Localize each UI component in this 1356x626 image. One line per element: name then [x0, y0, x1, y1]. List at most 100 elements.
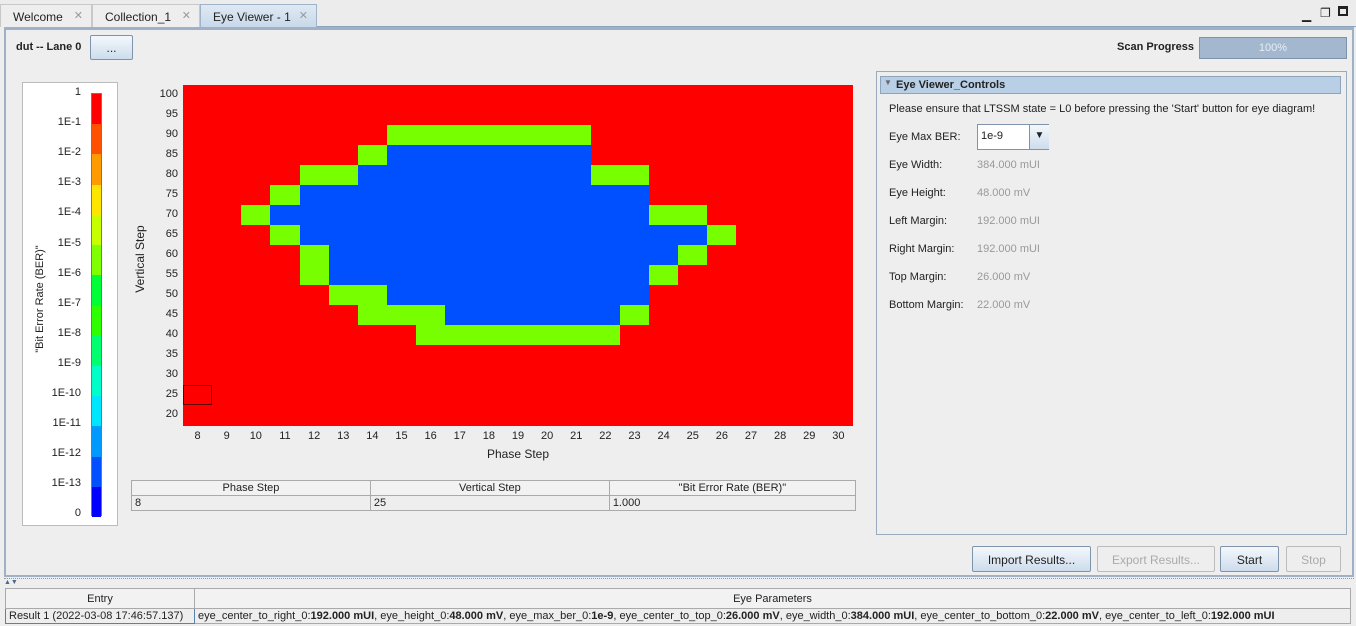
heatmap-cell[interactable] [707, 285, 737, 306]
heatmap-cell[interactable] [328, 405, 359, 426]
heatmap-cell[interactable] [445, 145, 475, 166]
heatmap-cell[interactable] [678, 405, 708, 426]
heatmap-cell[interactable] [386, 405, 417, 426]
heatmap-cell[interactable] [649, 325, 679, 346]
heatmap-cell[interactable] [794, 285, 825, 306]
heatmap-cell[interactable] [357, 345, 388, 366]
heatmap-cell[interactable] [736, 185, 767, 206]
heatmap-cell[interactable] [416, 205, 446, 226]
heatmap-cell[interactable] [765, 285, 796, 306]
heatmap-cell[interactable] [561, 305, 592, 326]
heatmap-cell[interactable] [678, 385, 708, 406]
heatmap-cell[interactable] [707, 105, 737, 126]
heatmap-cell[interactable] [532, 405, 563, 426]
heatmap-cell[interactable] [241, 385, 271, 406]
heatmap-cell[interactable] [619, 405, 650, 426]
heatmap-cell[interactable] [678, 125, 708, 146]
heatmap-cell[interactable] [619, 245, 650, 266]
heatmap-cell[interactable] [386, 125, 417, 146]
heatmap-cell[interactable] [736, 385, 767, 406]
eye-heatmap[interactable] [183, 85, 854, 426]
heatmap-cell[interactable] [357, 165, 388, 186]
heatmap-cell[interactable] [416, 265, 446, 286]
heatmap-cell[interactable] [241, 85, 271, 106]
heatmap-cell[interactable] [678, 245, 708, 266]
heatmap-cell[interactable] [183, 85, 213, 106]
heatmap-cell[interactable] [823, 345, 854, 366]
heatmap-cell[interactable] [357, 125, 388, 146]
heatmap-cell[interactable] [241, 265, 271, 286]
heatmap-cell[interactable] [707, 205, 737, 226]
heatmap-cell[interactable] [590, 345, 621, 366]
heatmap-cell[interactable] [590, 165, 621, 186]
heatmap-cell[interactable] [299, 205, 330, 226]
heatmap-cell[interactable] [503, 125, 534, 146]
heatmap-cell[interactable] [183, 365, 213, 386]
heatmap-cell[interactable] [736, 145, 767, 166]
heatmap-cell[interactable] [416, 105, 446, 126]
heatmap-cell[interactable] [794, 85, 825, 106]
heatmap-cell[interactable] [678, 165, 708, 186]
heatmap-cell[interactable] [270, 245, 301, 266]
heatmap-cell[interactable] [765, 365, 796, 386]
heatmap-cell[interactable] [299, 245, 330, 266]
heatmap-cell[interactable] [649, 225, 679, 246]
heatmap-cell[interactable] [736, 125, 767, 146]
heatmap-cell[interactable] [765, 305, 796, 326]
heatmap-cell[interactable] [416, 245, 446, 266]
heatmap-cell[interactable] [183, 305, 213, 326]
heatmap-cell[interactable] [183, 185, 213, 206]
heatmap-cell[interactable] [532, 325, 563, 346]
heatmap-cell[interactable] [328, 345, 359, 366]
heatmap-cell[interactable] [212, 345, 242, 366]
heatmap-cell[interactable] [619, 145, 650, 166]
heatmap-cell[interactable] [328, 165, 359, 186]
tab-welcome[interactable]: Welcome ✕ [0, 4, 92, 27]
heatmap-cell[interactable] [474, 345, 504, 366]
heatmap-cell[interactable] [503, 165, 534, 186]
restore-icon[interactable]: ❐ [1320, 6, 1331, 20]
heatmap-cell[interactable] [619, 105, 650, 126]
heatmap-cell[interactable] [445, 365, 475, 386]
heatmap-cell[interactable] [561, 285, 592, 306]
heatmap-cell[interactable] [561, 385, 592, 406]
heatmap-cell[interactable] [590, 285, 621, 306]
heatmap-cell[interactable] [765, 385, 796, 406]
heatmap-cell[interactable] [823, 225, 854, 246]
heatmap-cell[interactable] [707, 165, 737, 186]
heatmap-cell[interactable] [503, 205, 534, 226]
heatmap-cell[interactable] [212, 365, 242, 386]
heatmap-cell[interactable] [765, 85, 796, 106]
heatmap-cell[interactable] [532, 105, 563, 126]
heatmap-cell[interactable] [503, 245, 534, 266]
heatmap-cell[interactable] [357, 405, 388, 426]
heatmap-cell[interactable] [532, 365, 563, 386]
heatmap-cell[interactable] [386, 85, 417, 106]
heatmap-cell[interactable] [183, 165, 213, 186]
heatmap-cell[interactable] [445, 385, 475, 406]
heatmap-cell[interactable] [649, 205, 679, 226]
minimize-icon[interactable]: ▁ [1302, 8, 1312, 22]
heatmap-cell[interactable] [649, 285, 679, 306]
heatmap-cell[interactable] [794, 245, 825, 266]
heatmap-cell[interactable] [532, 205, 563, 226]
heatmap-cell[interactable] [823, 85, 854, 106]
heatmap-cell[interactable] [416, 365, 446, 386]
heatmap-cell[interactable] [561, 125, 592, 146]
heatmap-cell[interactable] [386, 325, 417, 346]
heatmap-cell[interactable] [270, 285, 301, 306]
heatmap-cell[interactable] [328, 285, 359, 306]
heatmap-cell[interactable] [794, 145, 825, 166]
heatmap-cell[interactable] [532, 125, 563, 146]
heatmap-cell[interactable] [416, 405, 446, 426]
heatmap-cell[interactable] [765, 145, 796, 166]
heatmap-cell[interactable] [270, 165, 301, 186]
heatmap-cell[interactable] [503, 365, 534, 386]
heatmap-cell[interactable] [474, 305, 504, 326]
heatmap-cell[interactable] [357, 385, 388, 406]
heatmap-cell[interactable] [357, 185, 388, 206]
heatmap-cell[interactable] [736, 285, 767, 306]
heatmap-cell[interactable] [532, 385, 563, 406]
heatmap-cell[interactable] [328, 305, 359, 326]
heatmap-cell[interactable] [386, 285, 417, 306]
